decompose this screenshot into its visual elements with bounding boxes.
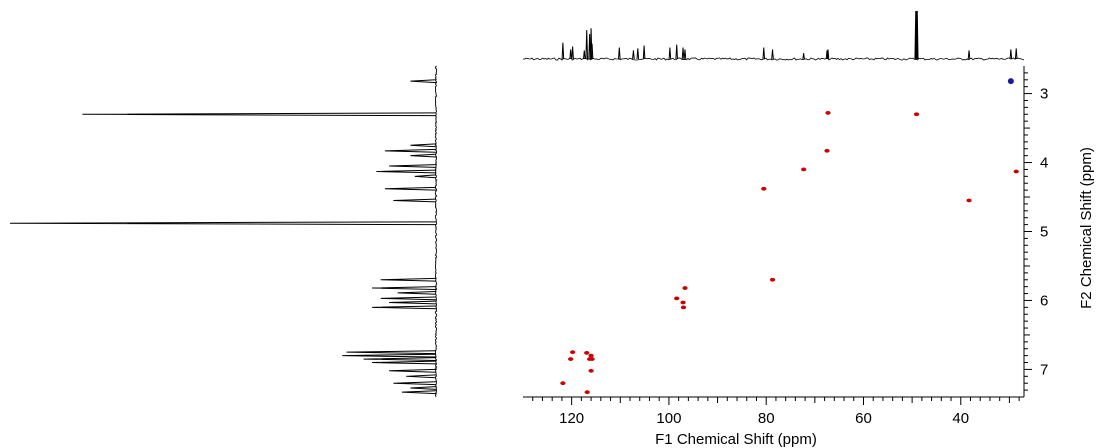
projection-peak bbox=[389, 300, 437, 305]
x-tick-label: 120 bbox=[559, 410, 584, 427]
x-tick-label: 80 bbox=[758, 410, 775, 427]
x-tick-label: 60 bbox=[855, 410, 872, 427]
cross-peak bbox=[560, 381, 566, 386]
projection-peak bbox=[632, 50, 635, 60]
projection-peak bbox=[346, 350, 437, 355]
cross-peak bbox=[680, 305, 687, 310]
cross-peaks bbox=[560, 78, 1019, 395]
projection-peak bbox=[410, 79, 437, 84]
projection-peak bbox=[393, 381, 437, 386]
projection-peak bbox=[397, 290, 437, 295]
projection-peak bbox=[683, 49, 687, 60]
projection-peak bbox=[771, 49, 774, 60]
projection-peak bbox=[414, 174, 437, 179]
projection-peak bbox=[826, 49, 830, 60]
y-tick-label: 7 bbox=[1040, 361, 1048, 378]
projection-peak bbox=[675, 44, 679, 60]
cross-peak bbox=[913, 112, 920, 117]
projection-peak bbox=[762, 47, 766, 60]
y-tick-label: 3 bbox=[1040, 86, 1048, 103]
projection-peak bbox=[636, 48, 640, 60]
projection-peak bbox=[569, 49, 572, 60]
plot-area bbox=[523, 66, 1025, 398]
cross-peak bbox=[761, 186, 767, 191]
projection-peak bbox=[372, 360, 437, 365]
projection-peak bbox=[389, 164, 437, 168]
projection-peak bbox=[342, 353, 437, 358]
projection-peak bbox=[363, 357, 437, 361]
projection-peak bbox=[802, 53, 805, 60]
cross-peak bbox=[680, 300, 686, 305]
projection-peak bbox=[9, 221, 437, 226]
x-axis: 120 100 80 60 40 bbox=[532, 397, 1020, 427]
cross-peak bbox=[588, 353, 594, 358]
y-tick-label: 5 bbox=[1040, 224, 1048, 241]
cross-peak bbox=[568, 357, 574, 361]
projection-peak bbox=[571, 46, 574, 60]
projection-peak bbox=[410, 153, 437, 158]
projection-peak bbox=[1014, 48, 1018, 60]
projection-peak bbox=[393, 198, 437, 203]
projection-peak bbox=[590, 43, 594, 60]
y-tick-label: 6 bbox=[1040, 292, 1048, 309]
projection-peak bbox=[389, 368, 437, 373]
projection-peak bbox=[410, 386, 437, 390]
cross-peak bbox=[825, 110, 831, 115]
y-axis: 3 4 5 6 7 bbox=[1024, 72, 1048, 391]
projection-peak bbox=[384, 148, 437, 153]
cross-peak bbox=[570, 350, 576, 355]
projection-peak bbox=[380, 277, 437, 282]
y-tick-label: 4 bbox=[1040, 155, 1048, 172]
cross-peak bbox=[824, 148, 830, 153]
projection-peak bbox=[585, 30, 589, 60]
cross-peak bbox=[682, 286, 688, 290]
cross-peak bbox=[674, 296, 680, 301]
cross-peak bbox=[584, 350, 590, 355]
x-axis-label: F1 Chemical Shift (ppm) bbox=[655, 431, 817, 448]
cross-peak bbox=[801, 167, 807, 172]
cross-peak bbox=[1007, 78, 1014, 85]
x-tick-label: 100 bbox=[656, 410, 681, 427]
top-f1-projection bbox=[522, 10, 1025, 61]
cross-peak bbox=[584, 390, 590, 395]
projection-peak bbox=[376, 169, 437, 174]
cross-peak bbox=[588, 368, 594, 373]
projection-baseline bbox=[434, 65, 438, 398]
projection-peak bbox=[372, 286, 437, 290]
projection-peak bbox=[1009, 49, 1013, 60]
projection-peak bbox=[681, 47, 685, 60]
projection-peak bbox=[384, 186, 437, 191]
cross-peak bbox=[1013, 169, 1019, 174]
projection-peak bbox=[561, 42, 565, 60]
cross-peak bbox=[587, 357, 593, 361]
projection-peak bbox=[914, 10, 919, 60]
y-axis-label: F2 Chemical Shift (ppm) bbox=[1078, 147, 1095, 309]
projection-peak bbox=[410, 143, 437, 148]
projection-peak bbox=[618, 47, 621, 60]
projection-peak bbox=[401, 390, 437, 395]
projection-peak bbox=[642, 45, 646, 60]
cross-peak bbox=[966, 198, 972, 203]
projection-baseline bbox=[522, 57, 1025, 61]
projection-peak bbox=[582, 50, 586, 60]
projection-peak bbox=[967, 50, 971, 60]
projection-peak bbox=[668, 47, 672, 60]
projection-peak bbox=[82, 112, 437, 117]
left-f2-projection bbox=[9, 65, 438, 398]
projection-peak bbox=[372, 305, 437, 310]
projection-peak bbox=[380, 296, 437, 301]
projection-peak bbox=[406, 374, 437, 379]
x-tick-label: 40 bbox=[952, 410, 969, 427]
cross-peak bbox=[769, 277, 776, 282]
